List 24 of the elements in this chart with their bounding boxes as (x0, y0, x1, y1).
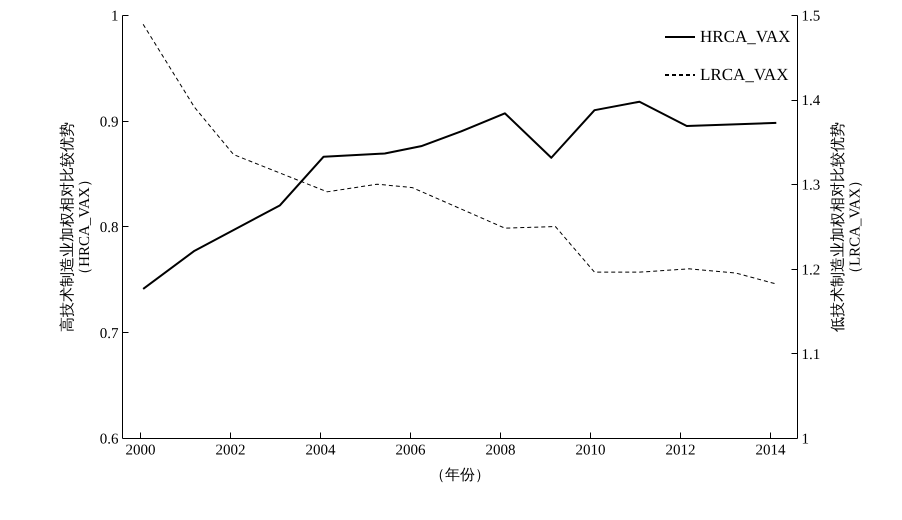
y-tick-label: 0.8 (100, 220, 118, 236)
x-tick-label: 2002 (216, 442, 246, 458)
x-tick-label: 2000 (126, 442, 156, 458)
x-tick-label: 2008 (486, 442, 516, 458)
y2-tick-label: 1.5 (802, 8, 820, 24)
x-axis-title: （年份） (430, 466, 490, 484)
y2-tick-label: 1.2 (802, 262, 820, 278)
x-tick-label: 2012 (666, 442, 696, 458)
x-tick-label: 2014 (756, 442, 786, 458)
y-tick-label: 0.6 (100, 432, 119, 448)
y2-axis-title: 低技术制造业加权相对比较优势（LRCA_VAX） (829, 122, 864, 332)
y2-tick-label: 1 (802, 432, 809, 448)
y-tick-label: 0.9 (100, 114, 118, 130)
y2-tick-label: 1.3 (802, 178, 820, 194)
legend-label: LRCA_VAX (700, 65, 788, 84)
x-tick-label: 2010 (576, 442, 606, 458)
x-tick-label: 2004 (306, 442, 336, 458)
y-tick-label: 1 (111, 8, 118, 24)
y-axis-title: 高技术制造业加权相对比较优势（HRCA_VAX） (58, 122, 93, 332)
legend-label: HRCA_VAX (700, 27, 790, 46)
y2-tick-label: 1.1 (802, 346, 820, 363)
y-tick-label: 0.7 (100, 326, 119, 342)
y2-tick-label: 1.4 (802, 93, 821, 110)
x-tick-label: 2006 (396, 442, 426, 458)
